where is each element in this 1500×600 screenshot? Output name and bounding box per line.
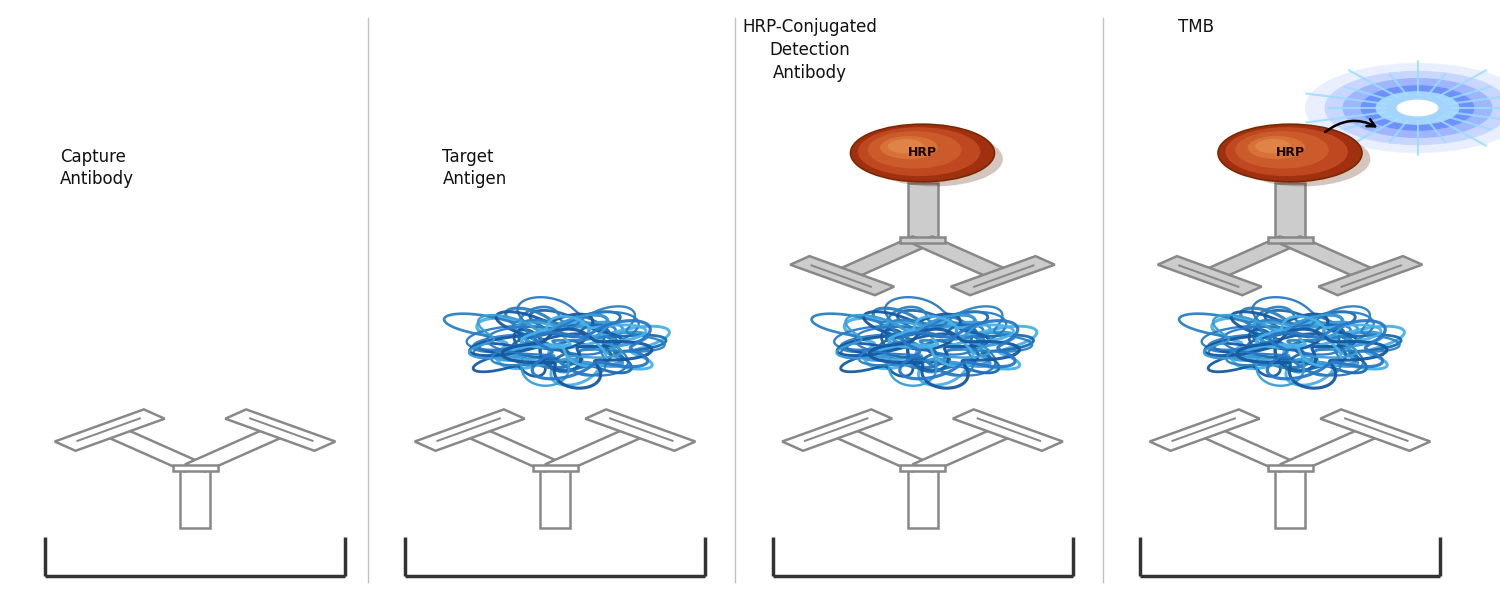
- Polygon shape: [459, 427, 566, 472]
- Circle shape: [1376, 91, 1460, 125]
- Polygon shape: [908, 468, 938, 528]
- Polygon shape: [1268, 237, 1312, 243]
- Circle shape: [1218, 124, 1362, 182]
- Polygon shape: [908, 183, 938, 240]
- Polygon shape: [900, 237, 945, 243]
- Polygon shape: [1280, 236, 1380, 279]
- Polygon shape: [532, 465, 578, 471]
- Polygon shape: [1275, 183, 1305, 240]
- Polygon shape: [184, 427, 291, 472]
- Circle shape: [880, 136, 938, 159]
- Circle shape: [1305, 63, 1500, 153]
- Polygon shape: [782, 409, 892, 451]
- Circle shape: [1233, 131, 1371, 187]
- Polygon shape: [1268, 465, 1312, 471]
- Text: Target
Antigen: Target Antigen: [442, 148, 507, 188]
- Circle shape: [1236, 131, 1329, 169]
- Polygon shape: [414, 409, 525, 451]
- Circle shape: [888, 139, 924, 154]
- Polygon shape: [1318, 256, 1422, 295]
- Polygon shape: [540, 468, 570, 528]
- Polygon shape: [1280, 427, 1386, 472]
- Polygon shape: [827, 427, 933, 472]
- Polygon shape: [225, 409, 336, 451]
- Circle shape: [1248, 136, 1305, 159]
- Polygon shape: [1200, 236, 1300, 279]
- Polygon shape: [1194, 427, 1300, 472]
- Text: HRP: HRP: [1275, 146, 1305, 160]
- Circle shape: [1226, 127, 1348, 176]
- Circle shape: [1360, 85, 1474, 131]
- Polygon shape: [544, 427, 651, 472]
- Circle shape: [1342, 78, 1492, 138]
- Polygon shape: [951, 256, 1054, 295]
- Text: HRP: HRP: [908, 146, 938, 160]
- Text: TMB: TMB: [1178, 18, 1214, 36]
- Polygon shape: [99, 427, 206, 472]
- Polygon shape: [1275, 468, 1305, 528]
- Polygon shape: [1320, 409, 1431, 451]
- Circle shape: [858, 127, 981, 176]
- Polygon shape: [952, 409, 1064, 451]
- Polygon shape: [180, 468, 210, 528]
- Polygon shape: [1158, 256, 1262, 295]
- Polygon shape: [790, 256, 894, 295]
- Circle shape: [865, 131, 1004, 187]
- Circle shape: [868, 131, 962, 169]
- Polygon shape: [54, 409, 165, 451]
- Circle shape: [1324, 71, 1500, 145]
- Circle shape: [850, 124, 994, 182]
- Circle shape: [1256, 139, 1292, 154]
- Text: HRP-Conjugated
Detection
Antibody: HRP-Conjugated Detection Antibody: [742, 18, 878, 82]
- Polygon shape: [900, 465, 945, 471]
- Polygon shape: [912, 236, 1013, 279]
- Text: Capture
Antibody: Capture Antibody: [60, 148, 134, 188]
- Circle shape: [1396, 100, 1438, 116]
- Polygon shape: [833, 236, 933, 279]
- Polygon shape: [585, 409, 696, 451]
- Polygon shape: [912, 427, 1019, 472]
- Polygon shape: [1149, 409, 1260, 451]
- Polygon shape: [172, 465, 217, 471]
